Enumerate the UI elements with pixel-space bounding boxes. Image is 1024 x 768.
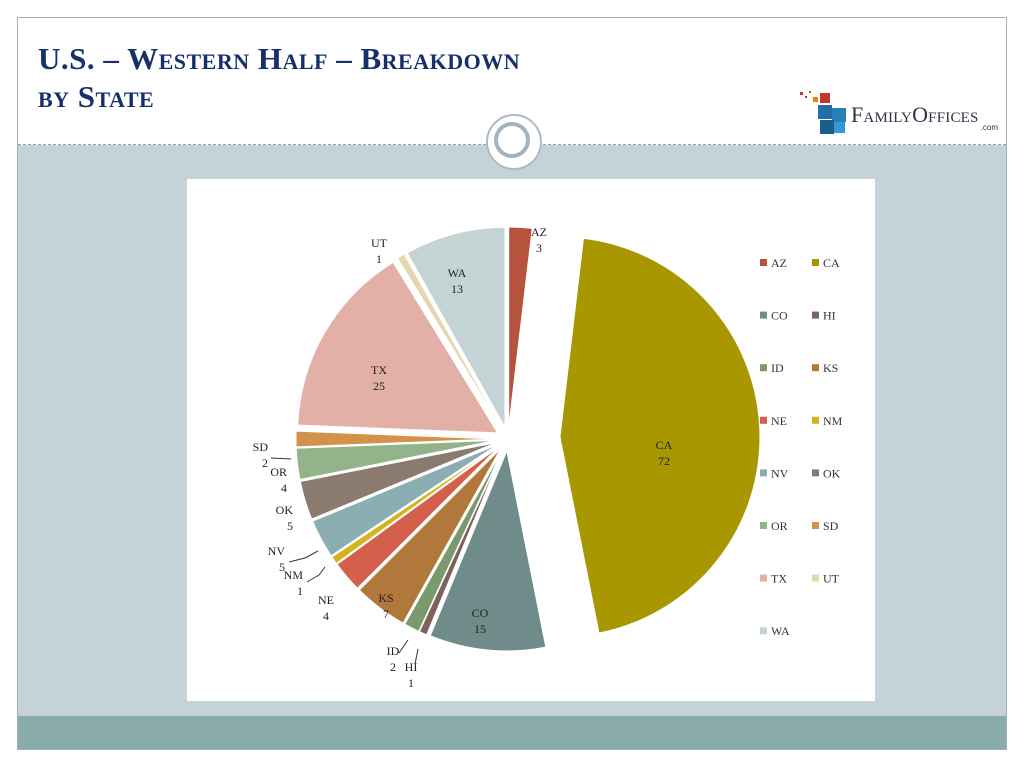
pie-slice-ut — [396, 253, 503, 429]
legend-item-ks: KS — [812, 361, 838, 375]
pie-slice-or — [295, 439, 497, 481]
data-label-ut: UT 1 — [371, 236, 388, 266]
legend-swatch-ca — [812, 259, 819, 266]
data-label-id: ID 2 — [387, 644, 400, 674]
legend-swatch-or — [760, 522, 767, 529]
leader-line-id — [398, 639, 409, 654]
data-label-ne: NE 4 — [318, 593, 334, 623]
legend-item-wa: WA — [760, 624, 790, 638]
legend-swatch-ne — [760, 416, 767, 424]
legend-label-ok: OK — [823, 466, 841, 480]
data-label-co: CO 15 — [472, 606, 489, 636]
puzzle-icon — [800, 91, 846, 134]
legend-label-tx: TX — [771, 572, 787, 586]
pie-slice-ok — [299, 441, 497, 520]
pie-slice-sd — [295, 430, 497, 448]
legend-label-hi: HI — [823, 309, 836, 323]
legend-item-sd: SD — [812, 519, 839, 533]
legend-item-nm: NM — [812, 414, 843, 428]
pie-slice-tx — [297, 261, 499, 434]
legend-swatch-tx — [760, 574, 767, 582]
pie-slice-co — [429, 449, 547, 652]
data-label-ks: KS 7 — [378, 591, 393, 621]
legend-swatch-nv — [760, 469, 767, 477]
pie-chart: AZ 3 CA 72 CO 15 HI 1 ID 2 KS 7 NE 4 NM 1NV 5 OK 5 OR 4SD 2 TX… — [253, 225, 843, 690]
logo-wordmark: FamilyOffices — [851, 102, 979, 127]
legend-label-ut: UT — [823, 572, 840, 586]
legend-label-or: OR — [771, 519, 788, 533]
data-label-sd: SD 2 — [253, 440, 269, 470]
leader-line-nv — [288, 550, 319, 563]
data-label-hi: HI 1 — [405, 660, 418, 690]
legend-swatch-nm — [812, 416, 819, 424]
slide-frame: U.S. – Western Half – Breakdown by State… — [17, 17, 1007, 750]
pie-slice-id — [404, 449, 504, 632]
legend-label-sd: SD — [823, 519, 839, 533]
legend-label-nv: NV — [771, 466, 789, 480]
legend-label-ne: NE — [771, 414, 787, 428]
data-label-ok: OK 5 — [276, 503, 294, 533]
legend-label-ks: KS — [823, 361, 838, 375]
legend-label-nm: NM — [823, 414, 843, 428]
pie-slice-az — [508, 226, 533, 428]
legend-swatch-ok — [812, 469, 819, 477]
legend-item-ok: OK — [812, 466, 841, 480]
familyoffices-logo: FamilyOffices .com — [796, 88, 1001, 138]
data-label-nv: NV 5 — [268, 544, 286, 574]
legend-swatch-id — [760, 364, 767, 372]
legend-item-tx: TX — [760, 572, 787, 586]
legend-swatch-hi — [812, 311, 819, 319]
leader-line-nm — [306, 566, 326, 583]
data-label-or: OR 4 — [270, 465, 287, 495]
leader-line-sd — [270, 457, 292, 460]
legend-swatch-az — [760, 259, 767, 266]
circle-ornament-inner — [494, 122, 530, 158]
legend-item-ca: CA — [812, 256, 840, 270]
page-title: U.S. – Western Half – Breakdown by State — [38, 40, 520, 116]
legend-label-co: CO — [771, 309, 788, 323]
data-label-ca: CA 72 — [656, 438, 673, 468]
legend-item-hi: HI — [812, 309, 836, 323]
legend-item-co: CO — [760, 309, 788, 323]
leader-line-hi — [414, 648, 419, 665]
pie-slice-ca — [559, 237, 761, 634]
footer-band — [18, 716, 1006, 749]
legend-label-wa: WA — [771, 624, 790, 638]
pie-slice-hi — [418, 449, 504, 636]
legend-swatch-ut — [812, 574, 819, 582]
title-line-2: by State — [38, 79, 155, 114]
logo-suffix: .com — [980, 123, 998, 132]
pie-slice-ne — [336, 446, 500, 589]
legend-label-az: AZ — [771, 256, 787, 270]
legend-item-ut: UT — [812, 572, 840, 586]
pie-slice-nm — [331, 445, 499, 565]
legend-swatch-sd — [812, 522, 819, 529]
data-label-tx: TX 25 — [371, 363, 387, 393]
pie-slice-nv — [311, 444, 498, 557]
chart-panel: AZ 3 CA 72 CO 15 HI 1 ID 2 KS 7 NE 4 NM 1 NV 5 OK 5 OR 4 SD 2 TX… — [187, 179, 875, 701]
circle-ornament-icon — [486, 114, 542, 170]
legend-label-id: ID — [771, 361, 784, 375]
legend-item-nv: NV — [760, 466, 789, 480]
pie-slice-wa — [406, 226, 506, 430]
title-line-1: U.S. – Western Half – Breakdown — [38, 41, 521, 76]
legend-swatch-ks — [812, 364, 819, 372]
legend-item-ne: NE — [760, 414, 787, 428]
data-label-wa: WA 13 — [448, 266, 467, 296]
legend-label-ca: CA — [823, 256, 840, 270]
data-label-nm: NM 1 — [284, 568, 304, 598]
pie-slice-ks — [358, 448, 502, 624]
legend-item-az: AZ — [760, 256, 787, 270]
legend-swatch-wa — [760, 627, 767, 635]
legend-item-id: ID — [760, 361, 784, 375]
legend-swatch-co — [760, 311, 767, 319]
data-label-az: AZ 3 — [531, 225, 547, 255]
legend-item-or: OR — [760, 519, 788, 533]
